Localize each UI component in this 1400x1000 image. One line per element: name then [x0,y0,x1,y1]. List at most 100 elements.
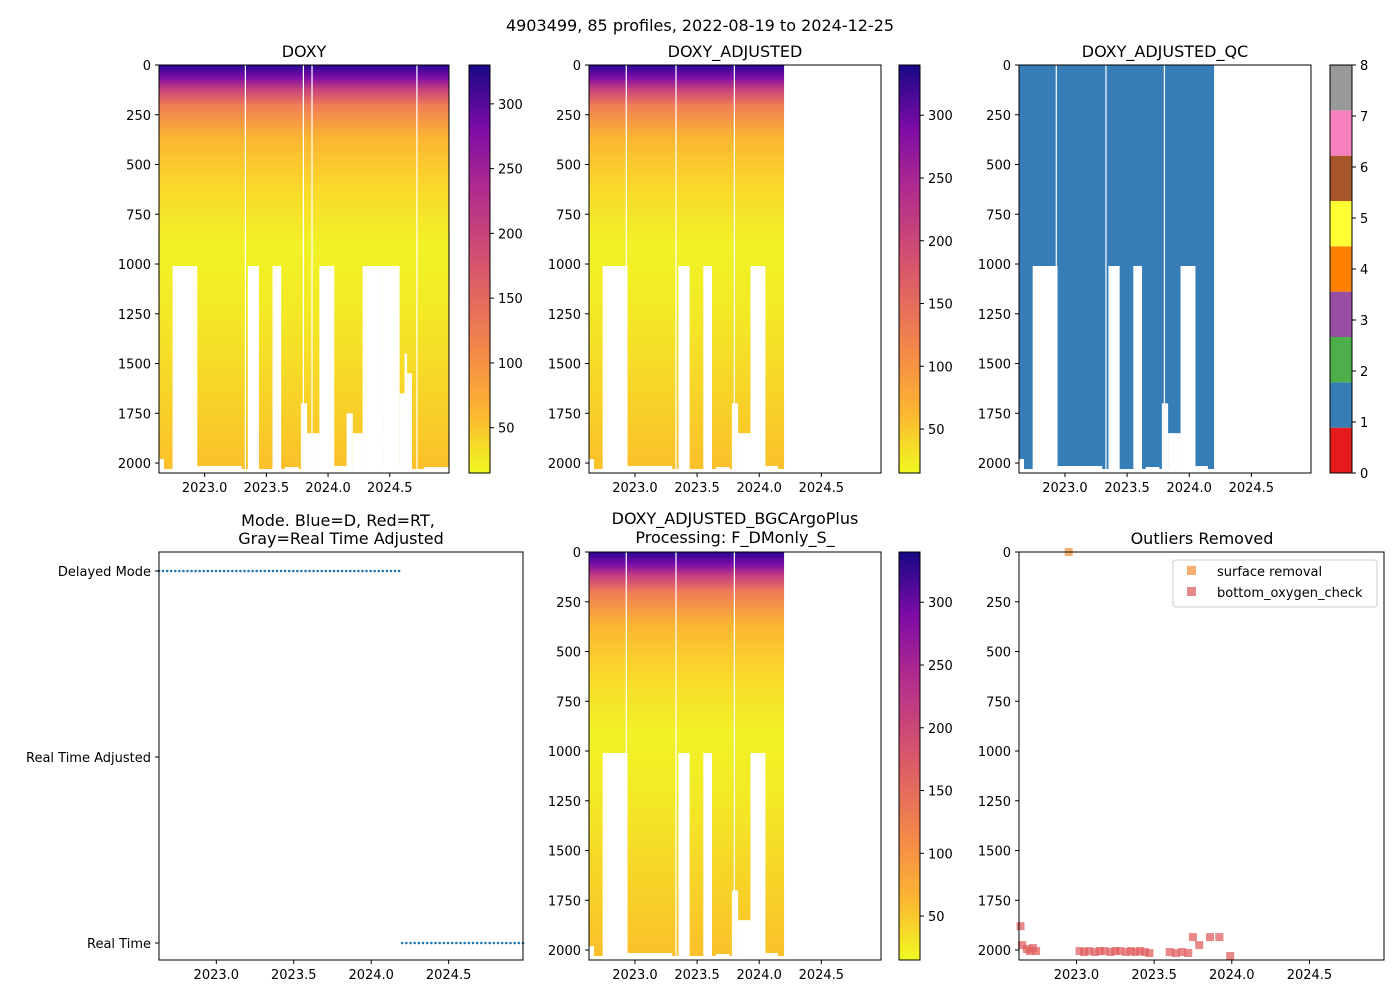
legend-surface-removal-marker [1187,566,1196,575]
depth-tick-label: 1250 [978,308,1011,323]
depth-tick-label: 1750 [978,407,1011,422]
doxy-adjusted-axes-frame [588,64,882,474]
mode-point [198,569,201,573]
time-tick-label: 2024.5 [367,481,413,496]
doxy-y-ticks: 0 250 500 750 1000 1250 1500 1750 2000 [118,59,159,472]
mode-point [434,941,437,945]
mode-point [438,941,441,945]
mode-point [471,941,475,945]
time-tick-label: 2024.0 [1209,968,1255,983]
time-tick-label: 2024.0 [305,481,351,496]
panel-bgcargoplus-title: DOXY_ADJUSTED_BGCArgoPlus [612,509,859,529]
time-tick-label: 2024.5 [1229,481,1275,496]
mode-x-ticks: 2023.0 2023.5 2024.0 2024.5 [194,960,471,983]
colorbar-tick-label: 200 [928,235,953,250]
depth-tick-label: 2000 [978,457,1011,472]
legend-box [1172,559,1378,608]
panel-qc-title: DOXY_ADJUSTED_QC [1082,42,1248,62]
mode-point [308,569,311,573]
mode-point [332,569,336,573]
bgcargoplus-heatmap [589,552,785,960]
mode-point [488,941,491,945]
mode-point [230,569,234,573]
colorbar-tick-label: 0 [1360,467,1368,482]
colorbar-tick-label: 1 [1360,416,1368,431]
heatmap-missing-depth [172,266,198,473]
time-tick-label: 2023.0 [194,968,240,983]
depth-tick-label: 0 [573,546,581,561]
qc-axes-frame [1018,64,1312,474]
heatmap-missing-depth [602,753,628,960]
doxy-adjusted-heatmap [589,65,785,473]
mode-point [287,569,291,573]
panel-doxy-adjusted-title: DOXY_ADJUSTED [668,42,803,62]
mode-point [247,569,250,573]
mode-point [235,569,238,573]
heatmap-missing-depth [750,753,766,960]
mode-point [259,569,263,573]
mode-point [279,569,283,573]
mode-point [353,569,356,573]
heatmap-missing-depth [319,266,335,473]
colorbar-tick-label: 300 [498,98,523,113]
depth-tick-label: 2000 [548,457,581,472]
depth-tick-label: 250 [556,109,581,124]
depth-tick-label: 250 [556,596,581,611]
mode-point [206,569,210,573]
panel-mode-title-line2: Gray=Real Time Adjusted [238,529,444,548]
time-tick-label: 2024.5 [799,968,845,983]
heatmap-missing-depth [352,433,363,473]
bottom-oxygen-check-point [1126,947,1135,956]
mode-point [397,569,401,573]
depth-tick-label: 250 [986,596,1011,611]
mode-point [421,941,425,945]
heatmap-missing-depth [1207,471,1215,473]
depth-tick-label: 1000 [548,745,581,760]
panel-bgcargoplus: DOXY_ADJUSTED_BGCArgoPlus Processing: F_… [548,509,953,983]
heatmap-missing-depth [407,373,412,473]
bottom-oxygen-check-point [1084,947,1093,956]
mode-point [417,941,421,945]
panel-doxy-adjusted-qc: DOXY_ADJUSTED_QC 02505007501000125015001… [978,42,1368,496]
mode-point [442,941,446,945]
bottom-oxygen-check-point [1226,952,1235,961]
bottom-oxygen-check-point [1140,948,1149,957]
mode-point [182,569,185,573]
time-tick-label: 2023.5 [674,968,720,983]
mode-point [222,569,226,573]
panel-mode-title: Mode. Blue=D, Red=RT, [241,511,435,530]
heatmap-missing-depth [627,466,673,473]
doxy-adjusted-y-ticks: 0 250 500 750 1000 1250 1500 1750 2000 [548,59,589,472]
heatmap-missing-depth [1057,466,1103,473]
depth-tick-label: 1500 [978,845,1011,860]
heatmap-missing-depth [258,469,267,473]
bottom-oxygen-check-point [1195,941,1204,950]
time-tick-label: 2024.0 [348,968,394,983]
heatmap-missing-depth [689,956,698,960]
depth-tick-label: 1500 [118,358,151,373]
mode-point [239,569,242,573]
mode-point [251,569,254,573]
heatmap-missing-depth [1032,266,1058,473]
depth-tick-label: 1000 [118,258,151,273]
mode-point [357,569,360,573]
doxy-colorbar: 50 100 150 200 250 300 [468,64,523,474]
mode-point [186,569,189,573]
mode-point [361,569,364,573]
bottom-oxygen-check-point [1080,948,1089,957]
depth-tick-label: 2000 [548,944,581,959]
panel-outliers: Outliers Removed 0 250 500 750 1000 1250 1500 1… [978,529,1385,983]
bottom-oxygen-check-point [1095,947,1104,956]
heatmap-missing-depth [1168,433,1181,473]
mode-point [446,941,450,945]
heatmap-missing-depth [731,403,739,473]
time-tick-label: 2023.0 [1042,481,1088,496]
mode-point [389,569,393,573]
bottom-oxygen-check-point [1136,947,1145,956]
bottom-oxygen-check-point [1032,947,1041,956]
heatmap-missing-depth [738,433,751,473]
time-tick-label: 2023.5 [244,481,290,496]
mode-point [178,569,181,573]
depth-tick-label: 1250 [978,795,1011,810]
legend-surface-removal-label: surface removal [1217,565,1322,580]
